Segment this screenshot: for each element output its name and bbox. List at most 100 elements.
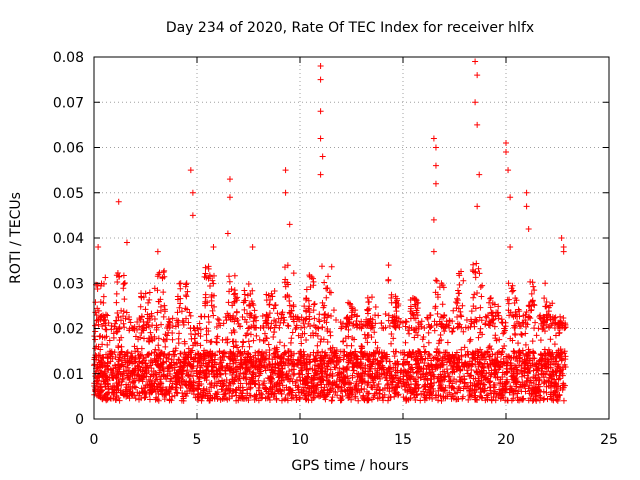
data-point (542, 280, 549, 287)
data-point (487, 294, 494, 301)
data-point (213, 393, 220, 400)
data-point (310, 307, 317, 314)
data-point (526, 387, 533, 394)
data-point (427, 380, 434, 387)
data-point (301, 303, 308, 310)
data-point (303, 396, 310, 403)
data-point (481, 374, 488, 381)
data-point (432, 180, 439, 187)
data-point (326, 354, 333, 361)
data-point (295, 389, 302, 396)
data-point (208, 338, 215, 345)
data-point (178, 308, 185, 315)
data-point (422, 383, 429, 390)
data-point (531, 325, 538, 332)
data-point (241, 370, 248, 377)
data-point (383, 358, 390, 365)
data-point (251, 381, 258, 388)
data-point (288, 335, 295, 342)
data-point (161, 302, 168, 309)
data-point (421, 394, 428, 401)
data-point (344, 367, 351, 374)
data-point (317, 135, 324, 142)
data-point (358, 386, 365, 393)
data-point (219, 377, 226, 384)
data-point (153, 374, 160, 381)
data-point (278, 391, 285, 398)
data-point (382, 311, 389, 318)
data-point (419, 356, 426, 363)
data-point (210, 280, 217, 287)
data-point (293, 397, 300, 404)
data-point (93, 312, 100, 319)
data-point (242, 332, 249, 339)
data-point (552, 369, 559, 376)
data-point (370, 353, 377, 360)
data-point (535, 360, 542, 367)
data-point (257, 358, 264, 365)
data-point (484, 394, 491, 401)
data-point (533, 387, 540, 394)
data-point (144, 363, 151, 370)
data-point (467, 336, 474, 343)
data-point (294, 356, 301, 363)
data-point (246, 324, 253, 331)
data-point (274, 310, 281, 317)
data-point (474, 371, 481, 378)
data-point (435, 340, 442, 347)
data-point (457, 367, 464, 374)
data-point (518, 331, 525, 338)
data-point (120, 320, 127, 327)
data-point (154, 353, 161, 360)
data-point (197, 342, 204, 349)
data-point (530, 301, 537, 308)
data-point (318, 336, 325, 343)
data-point (182, 283, 189, 290)
data-point (290, 371, 297, 378)
data-point (229, 376, 236, 383)
data-point (269, 384, 276, 391)
data-point (525, 370, 532, 377)
data-point (249, 375, 256, 382)
data-point (379, 364, 386, 371)
data-point (373, 372, 380, 379)
data-point (323, 374, 330, 381)
data-point (540, 396, 547, 403)
data-point (346, 384, 353, 391)
data-point (343, 342, 350, 349)
data-point (475, 334, 482, 341)
data-point (161, 390, 168, 397)
data-point (421, 349, 428, 356)
data-point (281, 350, 288, 357)
data-point (447, 377, 454, 384)
data-point (177, 350, 184, 357)
data-point (259, 381, 266, 388)
data-point (486, 379, 493, 386)
data-point (472, 58, 479, 65)
data-point (257, 324, 264, 331)
data-point (115, 344, 122, 351)
data-point (275, 315, 282, 322)
data-point (275, 388, 282, 395)
data-point (438, 374, 445, 381)
data-point (160, 336, 167, 343)
y-tick-label: 0.08 (53, 50, 84, 66)
data-point (229, 338, 236, 345)
data-point (413, 369, 420, 376)
data-point (310, 387, 317, 394)
data-point (366, 351, 373, 358)
data-point (176, 330, 183, 337)
data-point (525, 302, 532, 309)
data-point (558, 319, 565, 326)
data-point (200, 387, 207, 394)
data-point (486, 384, 493, 391)
data-point (328, 349, 335, 356)
data-point (386, 358, 393, 365)
data-point (383, 351, 390, 358)
data-point (492, 388, 499, 395)
data-point (207, 339, 214, 346)
data-point (476, 393, 483, 400)
data-point (476, 314, 483, 321)
data-point (301, 359, 308, 366)
data-point (231, 272, 238, 279)
